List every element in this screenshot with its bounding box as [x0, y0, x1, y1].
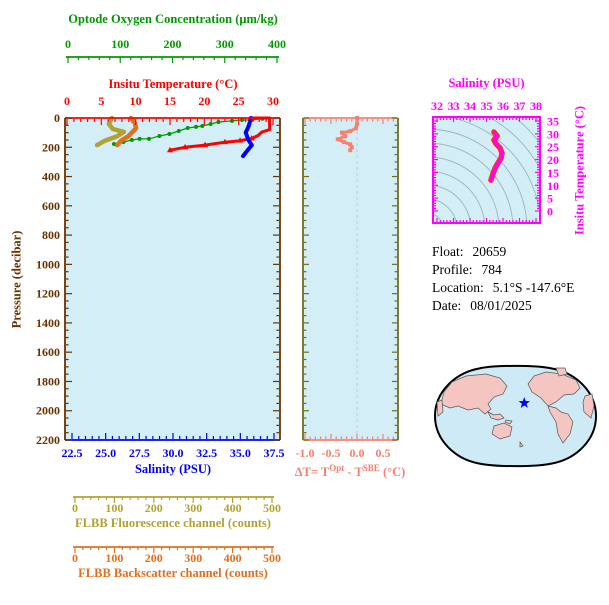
- svg-text:32.5: 32.5: [196, 446, 217, 460]
- svg-text:800: 800: [42, 228, 60, 242]
- svg-text:35: 35: [481, 99, 493, 113]
- svg-text:500: 500: [263, 501, 281, 515]
- svg-text:25: 25: [547, 140, 559, 154]
- svg-text:1000: 1000: [36, 257, 60, 271]
- svg-text:0.5: 0.5: [376, 446, 391, 460]
- svg-text:0: 0: [64, 94, 70, 108]
- svg-text:10: 10: [547, 179, 559, 193]
- svg-text:0: 0: [72, 501, 78, 515]
- svg-text:20: 20: [198, 94, 210, 108]
- ts-salinity-axis-title: Salinity (PSU): [448, 76, 525, 90]
- svg-text:30: 30: [267, 94, 279, 108]
- svg-text:35.0: 35.0: [230, 446, 251, 460]
- delta-t-axis-title: ΔT= TOpt - TSBE (°C): [294, 463, 406, 480]
- svg-text:32: 32: [431, 99, 443, 113]
- svg-text:600: 600: [42, 199, 60, 213]
- svg-text:0: 0: [72, 551, 78, 565]
- svg-text:400: 400: [42, 170, 60, 184]
- svg-text:25: 25: [233, 94, 245, 108]
- world-map: [433, 364, 598, 468]
- svg-text:34: 34: [464, 99, 476, 113]
- svg-text:2000: 2000: [36, 404, 60, 418]
- info-location: Location: 5.1°S -147.6°E: [432, 280, 575, 295]
- svg-text:200: 200: [145, 501, 163, 515]
- svg-text:500: 500: [263, 551, 281, 565]
- svg-text:22.5: 22.5: [62, 446, 83, 460]
- svg-text:27.5: 27.5: [129, 446, 150, 460]
- svg-text:0: 0: [54, 111, 60, 125]
- svg-text:5: 5: [547, 192, 553, 206]
- backscatter-axis-title: FLBB Backscatter channel (counts): [78, 566, 268, 580]
- svg-text:37: 37: [514, 99, 526, 113]
- info-date: Date: 08/01/2025: [432, 298, 532, 313]
- svg-text:25.0: 25.0: [95, 446, 116, 460]
- svg-text:1800: 1800: [36, 374, 60, 388]
- svg-text:200: 200: [42, 140, 60, 154]
- svg-text:100: 100: [111, 37, 129, 51]
- pressure-axis-title: Pressure (decibar): [9, 230, 24, 329]
- svg-text:-0.5: -0.5: [322, 446, 341, 460]
- float-info: Float: 20659 Profile: 784 Location: 5.1°S -14…: [432, 243, 574, 315]
- svg-text:33: 33: [448, 99, 460, 113]
- svg-text:1400: 1400: [36, 316, 60, 330]
- svg-text:400: 400: [224, 501, 242, 515]
- salinity-axis-title: Salinity (PSU): [134, 462, 212, 476]
- svg-text:10: 10: [130, 94, 142, 108]
- info-profile: Profile: 784: [432, 262, 502, 277]
- svg-text:35: 35: [547, 115, 559, 129]
- svg-text:400: 400: [224, 551, 242, 565]
- svg-text:300: 300: [216, 37, 234, 51]
- svg-text:20: 20: [547, 153, 559, 167]
- svg-text:100: 100: [105, 501, 123, 515]
- svg-text:30: 30: [547, 127, 559, 141]
- svg-text:1200: 1200: [36, 287, 60, 301]
- svg-text:200: 200: [145, 551, 163, 565]
- svg-text:300: 300: [184, 551, 202, 565]
- svg-text:2200: 2200: [36, 433, 60, 447]
- ts-temperature-axis-title: Insitu Temperature (°C): [572, 105, 587, 236]
- svg-text:1600: 1600: [36, 345, 60, 359]
- temperature-axis-title: Insitu Temperature (°C): [108, 77, 238, 91]
- svg-text:0: 0: [547, 205, 553, 219]
- svg-text:0.0: 0.0: [350, 446, 365, 460]
- svg-text:200: 200: [164, 37, 182, 51]
- oxygen-axis-title: Optode Oxygen Concentration (μm/kg): [68, 12, 278, 26]
- svg-text:30.0: 30.0: [163, 446, 184, 460]
- svg-text:0: 0: [65, 37, 71, 51]
- svg-text:15: 15: [164, 94, 176, 108]
- svg-text:36: 36: [497, 99, 509, 113]
- svg-text:37.5: 37.5: [264, 446, 285, 460]
- svg-text:300: 300: [184, 501, 202, 515]
- fluorescence-axis-title: FLBB Fluorescence channel (counts): [75, 516, 271, 530]
- float-location-star: [518, 397, 530, 408]
- svg-text:-1.0: -1.0: [296, 446, 315, 460]
- svg-text:15: 15: [547, 166, 559, 180]
- svg-text:5: 5: [98, 94, 104, 108]
- svg-text:100: 100: [105, 551, 123, 565]
- svg-text:38: 38: [530, 99, 542, 113]
- info-float: Float: 20659: [432, 244, 507, 259]
- svg-text:400: 400: [268, 37, 286, 51]
